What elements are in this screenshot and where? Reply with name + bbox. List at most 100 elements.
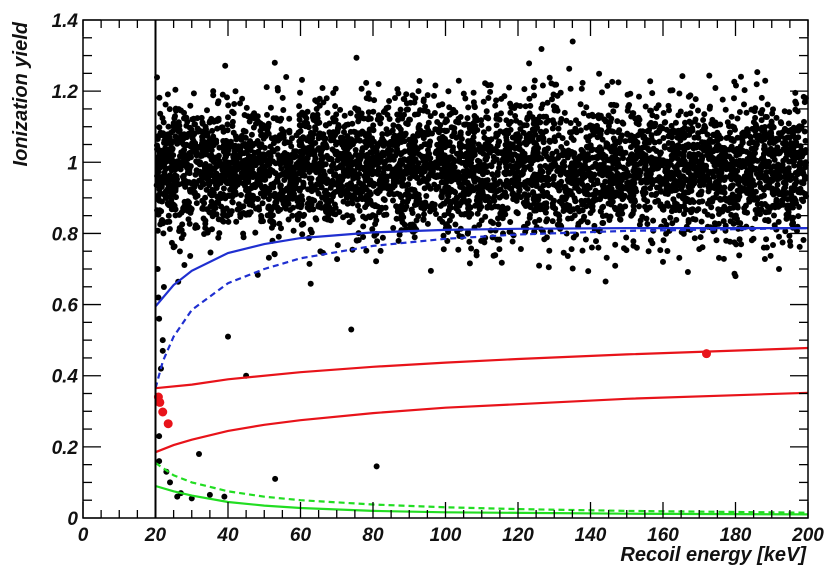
event-point xyxy=(301,159,308,166)
candidate-event xyxy=(158,407,168,417)
event-point xyxy=(223,205,230,212)
event-point xyxy=(754,69,761,76)
event-point xyxy=(277,184,284,191)
event-point xyxy=(315,135,322,142)
event-point xyxy=(665,102,672,109)
event-point xyxy=(242,128,249,135)
event-point xyxy=(801,118,807,125)
event-point xyxy=(664,200,671,207)
event-point xyxy=(279,197,286,204)
event-point xyxy=(241,112,248,118)
event-point xyxy=(492,102,499,109)
event-point xyxy=(667,172,673,179)
event-point xyxy=(747,162,754,169)
event-point xyxy=(627,90,634,97)
event-point xyxy=(691,134,698,141)
event-point xyxy=(555,125,562,132)
event-point xyxy=(285,216,292,223)
event-point xyxy=(389,173,396,180)
event-point xyxy=(286,139,293,146)
event-point xyxy=(431,92,437,99)
event-point xyxy=(158,147,164,154)
event-point xyxy=(202,225,209,231)
y-tick-label: 0 xyxy=(67,509,78,530)
event-point xyxy=(315,120,322,126)
event-point xyxy=(397,106,404,113)
event-point xyxy=(582,158,589,165)
event-point xyxy=(386,116,393,122)
event-point xyxy=(726,205,733,212)
event-point xyxy=(483,108,490,115)
event-point xyxy=(758,117,765,124)
event-point xyxy=(452,221,459,228)
event-point xyxy=(328,156,335,163)
event-point xyxy=(567,129,573,136)
event-point xyxy=(614,118,621,125)
y-tick-label: 0.2 xyxy=(52,438,79,459)
event-point xyxy=(293,132,300,139)
event-point xyxy=(691,235,698,242)
event-point xyxy=(264,111,270,118)
event-point xyxy=(663,186,670,193)
event-point xyxy=(355,237,362,244)
event-point xyxy=(229,198,236,205)
event-point xyxy=(511,182,518,189)
event-point xyxy=(278,165,285,172)
event-point xyxy=(790,214,797,221)
event-point xyxy=(344,188,351,195)
event-point xyxy=(546,247,553,254)
event-point xyxy=(634,139,641,146)
event-point xyxy=(476,206,483,213)
event-point xyxy=(504,170,511,177)
event-point xyxy=(593,238,599,245)
event-point xyxy=(552,205,559,212)
event-point xyxy=(521,86,528,93)
event-point xyxy=(761,130,768,137)
event-point xyxy=(436,215,443,222)
event-point xyxy=(396,191,403,198)
event-point xyxy=(391,182,398,189)
event-point xyxy=(496,149,503,156)
event-point xyxy=(472,122,479,129)
event-point xyxy=(192,171,199,178)
event-point xyxy=(249,202,256,209)
event-point xyxy=(263,157,269,164)
event-point xyxy=(645,146,652,153)
event-point xyxy=(712,179,719,186)
event-point xyxy=(165,123,172,130)
event-point xyxy=(156,315,163,322)
event-point xyxy=(283,74,290,80)
event-point xyxy=(503,137,510,144)
event-point xyxy=(343,194,350,201)
event-point xyxy=(700,181,707,188)
event-point xyxy=(374,156,380,162)
event-point xyxy=(545,169,552,176)
event-point xyxy=(630,238,637,245)
event-point xyxy=(485,95,492,101)
event-point xyxy=(674,170,681,176)
event-point xyxy=(269,212,276,219)
event-point xyxy=(719,208,726,215)
event-point xyxy=(272,134,279,141)
event-point xyxy=(770,242,776,248)
event-point xyxy=(316,95,323,102)
event-point xyxy=(382,204,389,211)
event-point xyxy=(275,233,282,240)
event-point xyxy=(267,104,274,111)
event-point xyxy=(187,102,194,109)
event-point xyxy=(424,156,431,163)
event-point xyxy=(481,134,488,141)
event-point xyxy=(307,180,314,187)
event-point xyxy=(175,123,182,130)
event-point xyxy=(374,238,381,245)
event-point xyxy=(501,93,508,100)
x-tick-label: 80 xyxy=(362,525,384,546)
event-point xyxy=(187,253,194,259)
event-point xyxy=(552,182,559,189)
event-point xyxy=(179,180,186,187)
event-point xyxy=(280,107,287,113)
event-point xyxy=(345,200,352,207)
event-point xyxy=(579,149,586,156)
event-point xyxy=(618,193,625,200)
event-point xyxy=(546,74,553,81)
